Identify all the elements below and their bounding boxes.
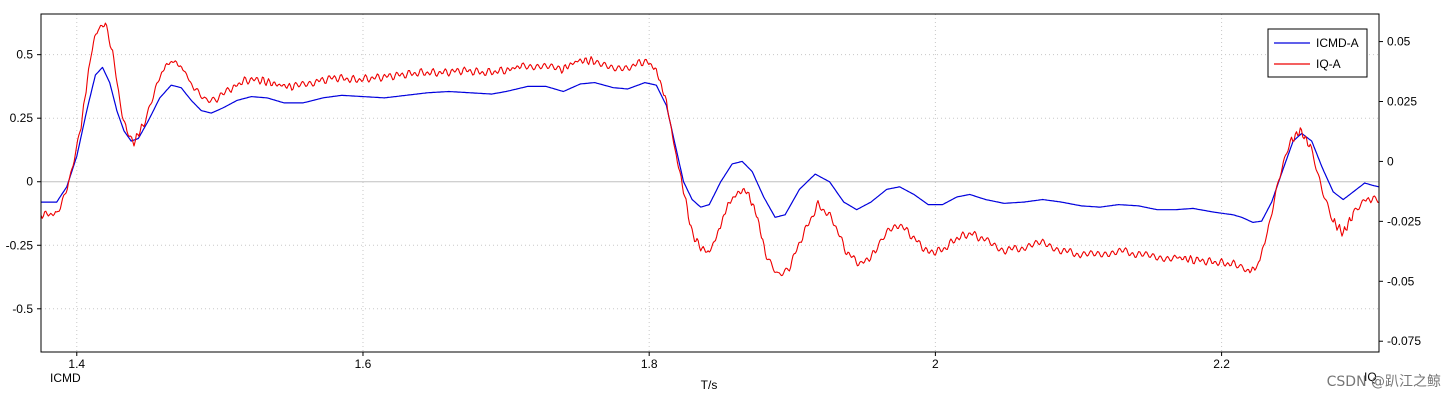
right-tick-label: 0.025 — [1387, 94, 1417, 108]
series-line-1 — [40, 22, 1380, 277]
left-axis-label: ICMD — [50, 371, 81, 385]
legend: ICMD-A IQ-A — [1267, 28, 1368, 78]
x-tick-label: 1.8 — [641, 357, 658, 371]
legend-label-icmd: ICMD-A — [1316, 36, 1359, 50]
watermark: CSDN @趴江之鲸 — [1326, 374, 1441, 390]
left-tick-label: -0.25 — [6, 238, 34, 252]
plot-frame — [40, 13, 1380, 353]
left-tick-label: 0.25 — [10, 111, 34, 125]
right-tick-label: 0.05 — [1387, 35, 1411, 49]
grid — [41, 14, 1379, 352]
x-tick-label: 1.6 — [355, 357, 372, 371]
x-tick-label: 1.4 — [68, 357, 85, 371]
right-tick-label: -0.075 — [1387, 334, 1421, 348]
left-tick-label: -0.5 — [12, 302, 33, 316]
series-group — [40, 22, 1380, 277]
right-y-axis: 0.05 0.025 0 -0.025 -0.05 -0.075 — [1379, 35, 1421, 348]
x-axis-label: T/s — [701, 378, 718, 392]
x-tick-label: 2 — [932, 357, 939, 371]
right-tick-label: 0 — [1387, 154, 1394, 168]
right-tick-label: -0.025 — [1387, 214, 1421, 228]
right-tick-label: -0.05 — [1387, 274, 1415, 288]
x-tick-label: 2.2 — [1213, 357, 1230, 371]
left-y-axis: 0.5 0.25 0 -0.25 -0.5 — [6, 48, 41, 316]
x-axis: 1.4 1.6 1.8 2 2.2 — [68, 352, 1230, 371]
right-axis-label: IQ — [1364, 370, 1377, 384]
left-tick-label: 0 — [26, 175, 33, 189]
series-line-0 — [41, 66, 1380, 223]
legend-box — [1267, 28, 1368, 78]
legend-label-iq: IQ-A — [1316, 57, 1341, 71]
left-tick-label: 0.5 — [16, 48, 33, 62]
